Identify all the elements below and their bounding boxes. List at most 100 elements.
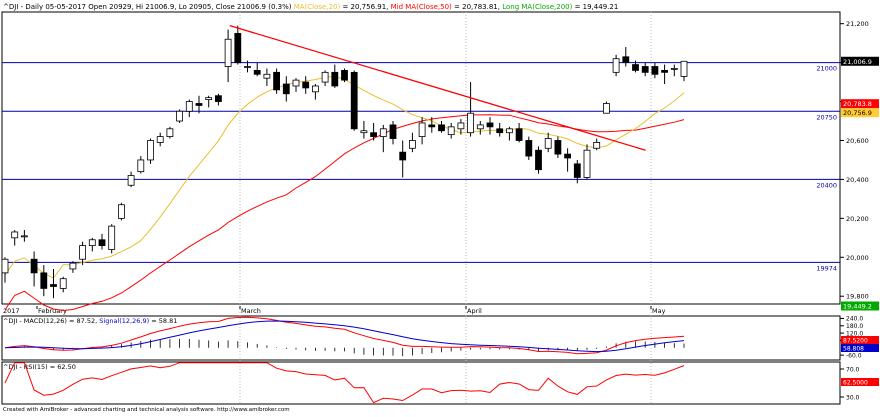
candle-body-up (476, 124, 484, 130)
candle-body-up (583, 149, 591, 178)
candle[interactable] (496, 122, 504, 137)
candle[interactable] (273, 68, 281, 94)
candle[interactable] (438, 121, 445, 133)
macd-pane[interactable] (1, 315, 841, 361)
price-pane[interactable] (1, 11, 841, 305)
candle[interactable] (79, 241, 86, 266)
candle[interactable] (603, 101, 610, 114)
candle-body-up (88, 239, 96, 246)
price-tick-label: 20,400 (846, 176, 869, 184)
candle[interactable] (612, 54, 620, 77)
candle-body-down (438, 124, 445, 132)
candle[interactable] (108, 224, 116, 254)
candle[interactable] (447, 122, 455, 139)
candle-body-down (370, 132, 378, 137)
candle[interactable] (214, 93, 222, 106)
candle[interactable] (253, 62, 261, 77)
candle[interactable] (40, 265, 48, 297)
candle[interactable] (263, 68, 271, 86)
candle-body-up (292, 79, 300, 87)
candle-body-down (496, 128, 504, 134)
candle[interactable] (476, 121, 484, 135)
candle[interactable] (20, 230, 28, 242)
candle[interactable] (30, 251, 38, 287)
candle[interactable] (292, 78, 300, 92)
candle[interactable] (147, 138, 154, 164)
candle[interactable] (1, 257, 9, 283)
candle[interactable] (389, 121, 397, 145)
candle[interactable] (457, 119, 465, 135)
candle[interactable] (418, 117, 426, 145)
candle[interactable] (244, 60, 251, 73)
candle[interactable] (341, 68, 348, 83)
candle[interactable] (544, 132, 552, 153)
candle[interactable] (573, 159, 581, 184)
macd-tag-text: 87.5200 (843, 337, 868, 344)
macd-tick-label: 180.0 (846, 323, 863, 330)
candle[interactable] (321, 70, 329, 86)
candle-body-up (670, 68, 678, 70)
candle[interactable] (127, 171, 135, 188)
candle[interactable] (156, 132, 164, 147)
candle[interactable] (311, 84, 319, 100)
candle[interactable] (88, 237, 96, 252)
candle[interactable] (282, 76, 290, 102)
candle[interactable] (399, 140, 407, 178)
candle-body-up (680, 60, 688, 77)
candle-body-down (535, 149, 542, 171)
candle[interactable] (564, 148, 571, 172)
candle[interactable] (408, 132, 416, 153)
candle[interactable] (370, 122, 378, 141)
candle[interactable] (59, 276, 67, 293)
candle[interactable] (554, 136, 562, 158)
candle[interactable] (137, 156, 145, 174)
candle[interactable] (205, 95, 213, 108)
candle-body-up (166, 128, 174, 137)
candle[interactable] (467, 82, 475, 137)
price-tag-text: 21,006.9 (843, 58, 872, 66)
candle-body-up (603, 103, 610, 114)
candle[interactable] (593, 138, 601, 151)
candle[interactable] (651, 62, 659, 79)
candle[interactable] (486, 117, 494, 135)
candle[interactable] (302, 76, 310, 94)
trend-line[interactable] (229, 25, 646, 151)
candle[interactable] (195, 95, 203, 114)
candle[interactable] (428, 117, 436, 133)
rsi-pane[interactable] (1, 361, 841, 405)
candle[interactable] (224, 29, 232, 83)
candle[interactable] (505, 126, 513, 141)
candle[interactable] (350, 70, 358, 131)
candle[interactable] (234, 25, 242, 65)
candle[interactable] (535, 146, 542, 174)
candle[interactable] (680, 60, 688, 82)
candle[interactable] (670, 64, 678, 77)
candle-body-up (137, 159, 145, 173)
candle[interactable] (98, 233, 106, 250)
candle[interactable] (622, 47, 630, 67)
candle[interactable] (176, 109, 184, 123)
candle[interactable] (661, 64, 668, 85)
candle[interactable] (118, 202, 125, 221)
macd-title: ^DJI - MACD(12,26) = 87.52, Signal(12,26… (3, 317, 177, 325)
candle[interactable] (331, 64, 339, 88)
candle-body-down (40, 272, 48, 289)
candle[interactable] (11, 230, 19, 246)
candle[interactable] (641, 62, 649, 77)
candle-body-up (408, 140, 416, 149)
candle[interactable] (515, 122, 523, 143)
candle[interactable] (166, 126, 174, 139)
candle[interactable] (583, 144, 591, 180)
candle[interactable] (632, 60, 639, 73)
candle-body-down (214, 95, 222, 102)
candle[interactable] (360, 121, 368, 139)
candle[interactable] (525, 136, 533, 160)
candle[interactable] (50, 268, 57, 299)
candle-body-down (641, 66, 649, 73)
candle[interactable] (185, 99, 193, 118)
candle[interactable] (379, 124, 387, 153)
chart-title: ^DJI - Daily 05-05-2017 Open 20929, Hi 2… (3, 3, 618, 11)
candle[interactable] (69, 261, 77, 273)
candle-body-down (234, 33, 242, 64)
